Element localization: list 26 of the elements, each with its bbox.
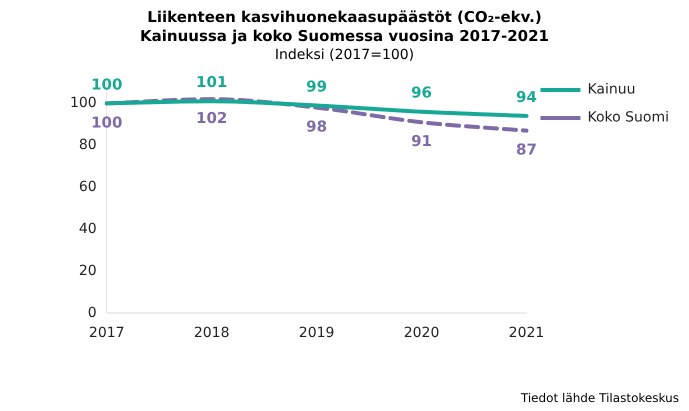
chart-title: Liikenteen kasvihuonekaasupäästöt (CO₂-ekv.) Kainuussa ja koko Suomessa vuosina 2017-2021: [139, 7, 550, 46]
x-tick-label: 2017: [88, 325, 125, 342]
text: Tiedot lähde Tilastokeskus: [520, 391, 679, 405]
x-tick-label: 2020: [404, 325, 440, 342]
data-label: 98: [306, 117, 328, 136]
y-tick-label: 0: [88, 304, 97, 321]
legend-label: Kainuu: [587, 82, 636, 98]
y-tick-label: 60: [78, 178, 97, 195]
x-tick-label: 2018: [194, 325, 230, 342]
x-tick-label: 2021: [508, 325, 544, 342]
data-label: 99: [306, 77, 328, 96]
data-label: 100: [91, 113, 122, 132]
data-label: 102: [196, 109, 228, 128]
data-label: 91: [411, 132, 432, 150]
y-tick-label: 100: [70, 95, 97, 112]
data-label: 94: [516, 88, 537, 106]
y-tick-label: 80: [78, 136, 97, 153]
y-tick-label: 20: [78, 262, 97, 279]
y-tick-label: 40: [78, 220, 97, 237]
data-label: 100: [91, 75, 122, 94]
chart-subtitle: Indeksi (2017=100): [274, 46, 416, 64]
x-tick-label: 2019: [298, 325, 334, 342]
legend-label: Koko Suomi: [587, 110, 670, 126]
data-label: 87: [516, 140, 537, 159]
data-label: 101: [196, 73, 228, 92]
data-label: 96: [411, 84, 432, 102]
